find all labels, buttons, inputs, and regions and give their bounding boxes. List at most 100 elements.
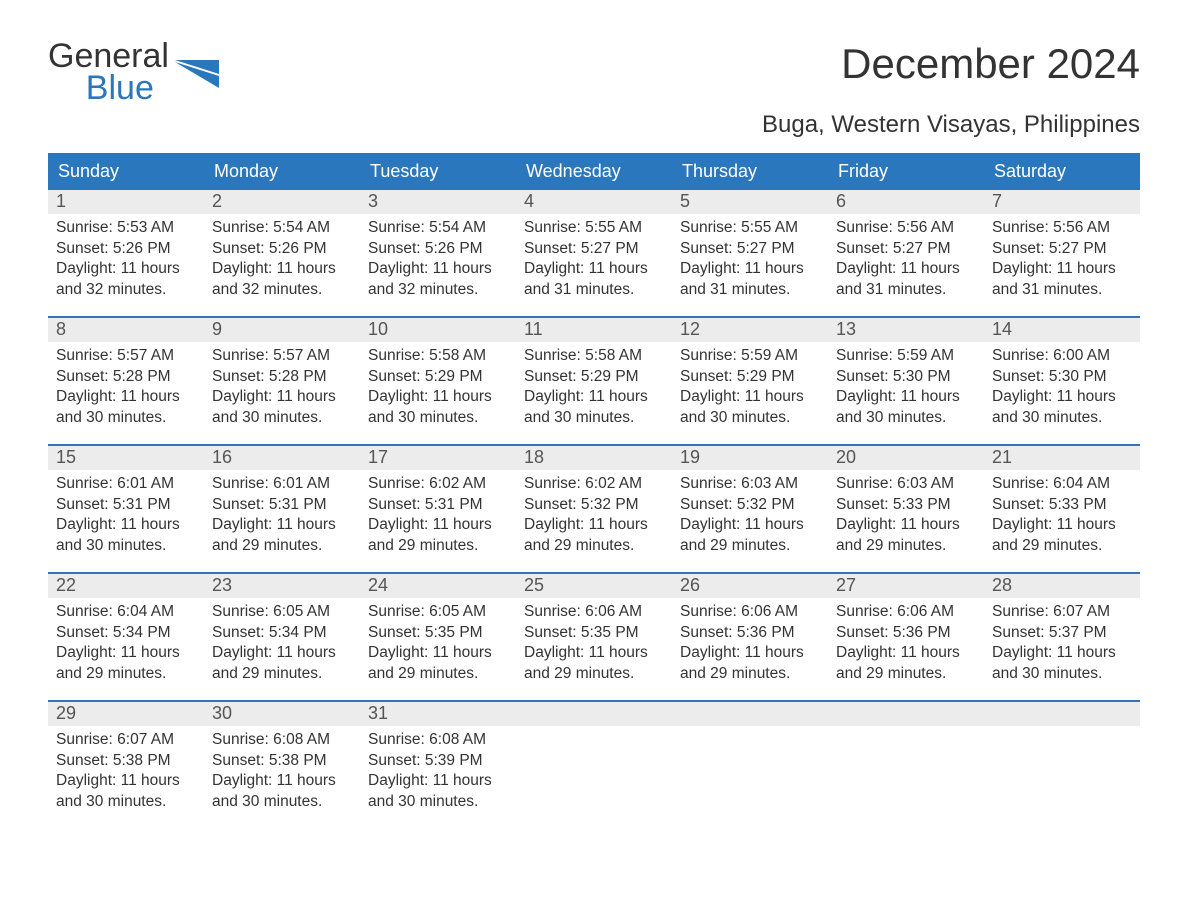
day-details: Sunrise: 6:05 AMSunset: 5:34 PMDaylight:…: [204, 598, 360, 692]
day-number: 6: [828, 190, 984, 214]
calendar-day: 4Sunrise: 5:55 AMSunset: 5:27 PMDaylight…: [516, 190, 672, 316]
daylight-text-1: Daylight: 11 hours: [368, 771, 508, 792]
daylight-text-2: and 30 minutes.: [56, 792, 196, 813]
day-number: 17: [360, 446, 516, 470]
sunrise-text: Sunrise: 5:57 AM: [56, 346, 196, 367]
calendar-day: 20Sunrise: 6:03 AMSunset: 5:33 PMDayligh…: [828, 446, 984, 572]
sunrise-text: Sunrise: 6:07 AM: [56, 730, 196, 751]
calendar-week: 8Sunrise: 5:57 AMSunset: 5:28 PMDaylight…: [48, 316, 1140, 444]
daylight-text-2: and 30 minutes.: [368, 408, 508, 429]
sunrise-text: Sunrise: 5:59 AM: [836, 346, 976, 367]
sunset-text: Sunset: 5:35 PM: [368, 623, 508, 644]
daylight-text-1: Daylight: 11 hours: [368, 643, 508, 664]
calendar-day: 27Sunrise: 6:06 AMSunset: 5:36 PMDayligh…: [828, 574, 984, 700]
day-number: 20: [828, 446, 984, 470]
sunrise-text: Sunrise: 6:05 AM: [212, 602, 352, 623]
daylight-text-2: and 31 minutes.: [524, 280, 664, 301]
day-number: 7: [984, 190, 1140, 214]
sunset-text: Sunset: 5:32 PM: [680, 495, 820, 516]
daylight-text-1: Daylight: 11 hours: [368, 387, 508, 408]
daylight-text-2: and 29 minutes.: [680, 536, 820, 557]
sunset-text: Sunset: 5:27 PM: [836, 239, 976, 260]
page-title: December 2024: [841, 40, 1140, 88]
daylight-text-2: and 29 minutes.: [680, 664, 820, 685]
calendar-day: 17Sunrise: 6:02 AMSunset: 5:31 PMDayligh…: [360, 446, 516, 572]
daylight-text-2: and 30 minutes.: [524, 408, 664, 429]
sunrise-text: Sunrise: 6:06 AM: [524, 602, 664, 623]
sunset-text: Sunset: 5:27 PM: [680, 239, 820, 260]
sunrise-text: Sunrise: 5:58 AM: [524, 346, 664, 367]
weekday-header: Sunday: [48, 155, 204, 190]
day-number: [672, 702, 828, 726]
daylight-text-2: and 29 minutes.: [992, 536, 1132, 557]
calendar-day: [516, 702, 672, 828]
day-number: 29: [48, 702, 204, 726]
day-details: Sunrise: 5:56 AMSunset: 5:27 PMDaylight:…: [984, 214, 1140, 308]
day-details: Sunrise: 6:01 AMSunset: 5:31 PMDaylight:…: [48, 470, 204, 564]
day-number: 31: [360, 702, 516, 726]
sunrise-text: Sunrise: 5:57 AM: [212, 346, 352, 367]
calendar-day: 14Sunrise: 6:00 AMSunset: 5:30 PMDayligh…: [984, 318, 1140, 444]
calendar-day: 6Sunrise: 5:56 AMSunset: 5:27 PMDaylight…: [828, 190, 984, 316]
sunset-text: Sunset: 5:37 PM: [992, 623, 1132, 644]
daylight-text-1: Daylight: 11 hours: [992, 643, 1132, 664]
daylight-text-2: and 31 minutes.: [680, 280, 820, 301]
day-details: Sunrise: 6:03 AMSunset: 5:32 PMDaylight:…: [672, 470, 828, 564]
daylight-text-2: and 32 minutes.: [212, 280, 352, 301]
day-details: Sunrise: 6:00 AMSunset: 5:30 PMDaylight:…: [984, 342, 1140, 436]
calendar-day: 22Sunrise: 6:04 AMSunset: 5:34 PMDayligh…: [48, 574, 204, 700]
sunset-text: Sunset: 5:29 PM: [368, 367, 508, 388]
logo-text: General Blue: [48, 40, 169, 105]
sunrise-text: Sunrise: 6:01 AM: [212, 474, 352, 495]
sunset-text: Sunset: 5:33 PM: [992, 495, 1132, 516]
sunset-text: Sunset: 5:31 PM: [56, 495, 196, 516]
weekday-header: Thursday: [672, 155, 828, 190]
calendar-day: 12Sunrise: 5:59 AMSunset: 5:29 PMDayligh…: [672, 318, 828, 444]
daylight-text-1: Daylight: 11 hours: [680, 259, 820, 280]
sunset-text: Sunset: 5:35 PM: [524, 623, 664, 644]
calendar-day: 2Sunrise: 5:54 AMSunset: 5:26 PMDaylight…: [204, 190, 360, 316]
day-details: Sunrise: 5:58 AMSunset: 5:29 PMDaylight:…: [516, 342, 672, 436]
sunrise-text: Sunrise: 6:01 AM: [56, 474, 196, 495]
calendar-day: 24Sunrise: 6:05 AMSunset: 5:35 PMDayligh…: [360, 574, 516, 700]
daylight-text-2: and 31 minutes.: [836, 280, 976, 301]
daylight-text-1: Daylight: 11 hours: [524, 259, 664, 280]
day-number: 11: [516, 318, 672, 342]
weekday-header-row: Sunday Monday Tuesday Wednesday Thursday…: [48, 155, 1140, 190]
day-number: 8: [48, 318, 204, 342]
day-number: 5: [672, 190, 828, 214]
day-details: Sunrise: 6:08 AMSunset: 5:38 PMDaylight:…: [204, 726, 360, 820]
daylight-text-1: Daylight: 11 hours: [56, 515, 196, 536]
daylight-text-2: and 29 minutes.: [368, 536, 508, 557]
weekday-header: Tuesday: [360, 155, 516, 190]
sunrise-text: Sunrise: 5:54 AM: [368, 218, 508, 239]
calendar-day: 7Sunrise: 5:56 AMSunset: 5:27 PMDaylight…: [984, 190, 1140, 316]
day-number: 26: [672, 574, 828, 598]
sunrise-text: Sunrise: 6:04 AM: [56, 602, 196, 623]
day-number: 16: [204, 446, 360, 470]
daylight-text-2: and 30 minutes.: [992, 664, 1132, 685]
day-number: 3: [360, 190, 516, 214]
daylight-text-2: and 30 minutes.: [992, 408, 1132, 429]
daylight-text-1: Daylight: 11 hours: [836, 515, 976, 536]
daylight-text-2: and 29 minutes.: [212, 664, 352, 685]
day-details: Sunrise: 6:01 AMSunset: 5:31 PMDaylight:…: [204, 470, 360, 564]
day-number: [828, 702, 984, 726]
sunset-text: Sunset: 5:38 PM: [56, 751, 196, 772]
day-number: 24: [360, 574, 516, 598]
sunset-text: Sunset: 5:34 PM: [56, 623, 196, 644]
sunrise-text: Sunrise: 5:55 AM: [680, 218, 820, 239]
sunset-text: Sunset: 5:28 PM: [56, 367, 196, 388]
sunrise-text: Sunrise: 6:06 AM: [680, 602, 820, 623]
day-details: Sunrise: 5:54 AMSunset: 5:26 PMDaylight:…: [360, 214, 516, 308]
day-details: Sunrise: 5:59 AMSunset: 5:29 PMDaylight:…: [672, 342, 828, 436]
logo: General Blue: [48, 40, 219, 105]
daylight-text-2: and 32 minutes.: [368, 280, 508, 301]
day-details: Sunrise: 6:03 AMSunset: 5:33 PMDaylight:…: [828, 470, 984, 564]
daylight-text-1: Daylight: 11 hours: [212, 771, 352, 792]
daylight-text-2: and 29 minutes.: [836, 536, 976, 557]
sunrise-text: Sunrise: 6:03 AM: [680, 474, 820, 495]
day-details: Sunrise: 6:05 AMSunset: 5:35 PMDaylight:…: [360, 598, 516, 692]
sunrise-text: Sunrise: 5:56 AM: [836, 218, 976, 239]
location-subtitle: Buga, Western Visayas, Philippines: [48, 111, 1140, 139]
